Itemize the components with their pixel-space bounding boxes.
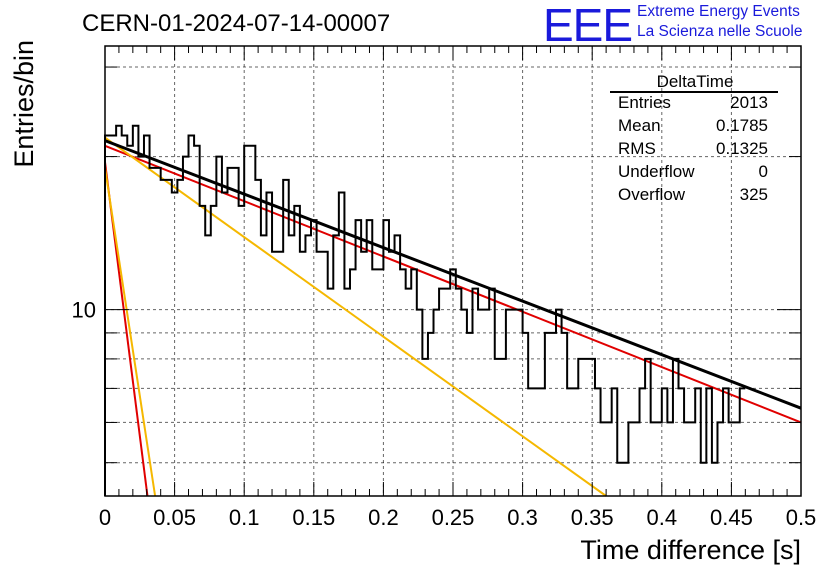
stats-row-mean: Mean 0.1785 [610,114,780,137]
stats-row-entries: Entries 2013 [610,91,780,114]
logo-caption: Extreme Energy Events La Scienza nelle S… [637,2,802,42]
stats-value: 0 [758,162,768,181]
x-tick-label: 0.45 [710,505,753,530]
stats-row-overflow: Overflow 325 [610,183,780,206]
stats-row-underflow: Underflow 0 [610,160,780,183]
axis-ticks [104,46,802,496]
x-tick-label: 0.05 [153,505,196,530]
stats-label: Underflow [618,162,695,181]
stats-label: Overflow [618,185,686,204]
page-title: CERN-01-2024-07-14-00007 [82,10,391,37]
x-tick-label: 0.3 [507,505,538,530]
fit-line [104,167,157,497]
x-tick-label: 0.25 [432,505,475,530]
x-tick-label: 0.1 [229,505,260,530]
stats-box-rule [610,91,778,93]
stats-value: 2013 [730,93,768,112]
x-tick-label: 0.2 [368,505,399,530]
logo-caption-line1: Extreme Energy Events [637,3,800,20]
stats-value: 325 [739,185,768,204]
x-tick-label: 0.35 [571,505,614,530]
y-tick-labels: 10 [72,298,96,323]
x-tick-label: 0.4 [647,505,678,530]
x-tick-label: 0 [99,505,111,530]
stats-label: Mean [618,116,661,135]
logo-caption-line2: La Scienza nelle Scuole [637,23,803,40]
x-tick-label: 0.15 [292,505,335,530]
stats-box: DeltaTime Entries 2013 Mean 0.1785 RMS 0… [610,72,780,206]
y-axis-label: Entries/bin [9,40,39,168]
x-axis-label: Time difference [s] [580,535,801,565]
stats-row-rms: RMS 0.1325 [610,137,780,160]
stats-label: RMS [618,139,656,158]
fit-line [104,136,607,497]
x-tick-labels: 0 0.05 0.1 0.15 0.2 0.25 0.3 0.35 0.4 0.45 0.5 [99,505,816,530]
stats-value: 0.1325 [716,139,768,158]
y-tick-label: 10 [72,298,96,323]
stats-box-title: DeltaTime [656,72,734,91]
eee-logo: EEE [543,0,633,51]
stats-label: Entries [618,93,671,112]
stats-value: 0.1785 [716,116,768,135]
x-tick-label: 0.5 [786,505,817,530]
histogram-line [104,124,746,496]
